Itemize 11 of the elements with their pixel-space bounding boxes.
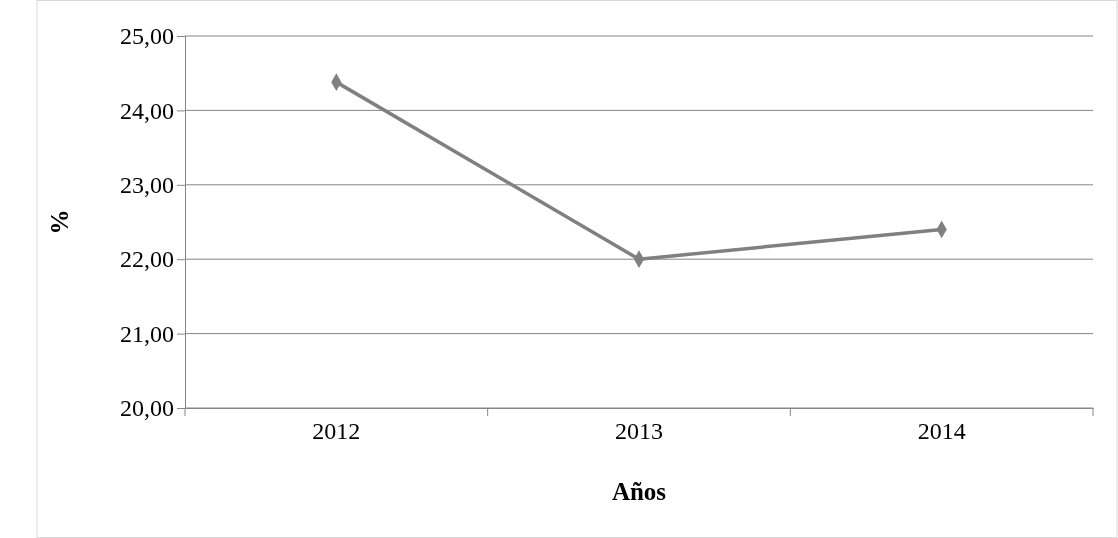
y-tick-label: 24,00: [120, 97, 174, 124]
x-tick-label: 2013: [615, 418, 663, 445]
y-tick-label: 22,00: [120, 246, 174, 273]
y-axis-title: %: [46, 209, 73, 235]
x-tick-label: 2014: [917, 418, 966, 445]
y-tick-label: 20,00: [120, 395, 174, 422]
x-tick-label: 2012: [312, 418, 361, 445]
y-tick-label: 23,00: [120, 171, 174, 198]
y-tick-label: 21,00: [120, 320, 174, 347]
y-tick-label: 25,00: [120, 23, 174, 50]
x-axis-title: Años: [611, 478, 667, 505]
